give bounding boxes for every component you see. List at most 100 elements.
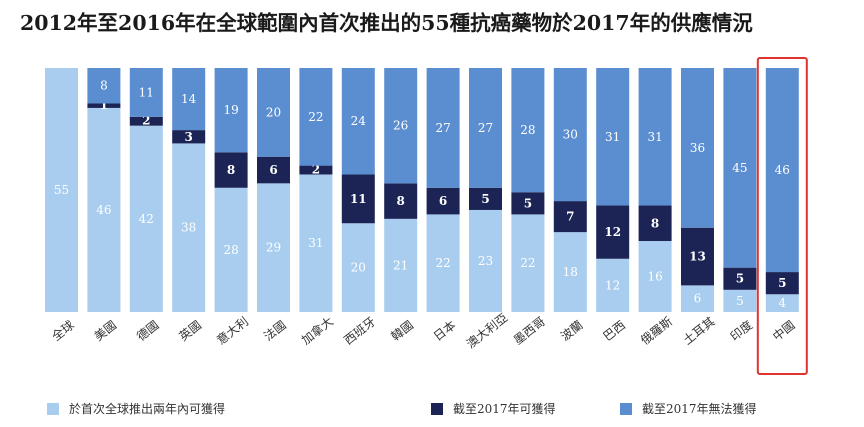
bar-segment <box>596 205 630 259</box>
data-label: 36 <box>690 141 705 155</box>
data-label: 6 <box>439 194 447 208</box>
bar-segment <box>299 174 333 312</box>
data-label: 3 <box>185 130 193 144</box>
category-label: 韓國 <box>388 318 416 344</box>
bar-segment <box>638 68 672 206</box>
data-label: 42 <box>139 212 154 226</box>
bar-segment <box>299 68 333 166</box>
bar-segment <box>214 187 248 312</box>
data-label: 21 <box>393 258 408 272</box>
bar-segment <box>87 68 121 104</box>
bar-segment <box>638 241 672 312</box>
bar-segment <box>638 205 672 242</box>
bar-segment <box>511 192 545 215</box>
bar-segment <box>596 258 630 312</box>
data-label: 29 <box>266 241 281 255</box>
data-label: 28 <box>520 123 535 137</box>
data-label: 5 <box>778 276 786 290</box>
category-label: 英國 <box>176 318 204 344</box>
data-label: 46 <box>775 163 790 177</box>
bar-segment <box>511 68 545 193</box>
category-label: 日本 <box>431 318 459 344</box>
data-label: 8 <box>227 163 235 177</box>
data-label: 5 <box>481 192 489 206</box>
bar-segment <box>214 152 248 188</box>
bar-segment <box>341 223 375 312</box>
data-label: 16 <box>647 270 662 284</box>
bar-segment <box>214 68 248 153</box>
bar-segment <box>172 143 206 312</box>
bar-segment <box>129 125 163 312</box>
data-label: 11 <box>350 192 367 206</box>
data-label: 22 <box>435 256 450 270</box>
category-label: 加拿大 <box>298 313 336 347</box>
category-label: 墨西哥 <box>511 314 548 347</box>
data-label: 31 <box>647 130 662 144</box>
bar-segment <box>426 68 460 188</box>
bar-segment <box>426 214 460 312</box>
bar-segment <box>553 68 587 202</box>
bar-segment <box>553 232 587 312</box>
category-label: 意大利 <box>214 313 252 347</box>
data-label: 30 <box>563 128 578 142</box>
bar-segment <box>87 107 121 312</box>
category-label: 中國 <box>769 317 797 344</box>
data-label: 5 <box>524 196 532 210</box>
data-label: 23 <box>478 254 493 268</box>
data-label: 6 <box>269 163 277 177</box>
data-label: 46 <box>96 203 111 217</box>
bar-segment <box>129 68 163 117</box>
data-label: 28 <box>223 243 238 257</box>
category-label: 俄羅斯 <box>638 314 675 347</box>
data-label: 55 <box>54 183 69 197</box>
data-label: 12 <box>604 225 621 239</box>
bar-segment <box>723 68 757 268</box>
bar-segment <box>469 187 502 210</box>
data-label: 1 <box>100 98 108 112</box>
bar-segment <box>129 116 163 126</box>
bar-segment <box>681 68 714 228</box>
bar-segment <box>172 130 206 144</box>
data-label: 20 <box>266 105 281 119</box>
category-label: 西班牙 <box>341 314 378 347</box>
bar-segment <box>299 165 333 175</box>
data-label: 22 <box>308 110 323 124</box>
data-label: 45 <box>732 161 747 175</box>
data-label: 8 <box>100 79 108 93</box>
category-label: 澳大利亞 <box>464 311 510 352</box>
data-label: 19 <box>223 103 238 117</box>
bar-segment <box>723 267 757 290</box>
bar-segment <box>257 68 290 157</box>
data-label: 27 <box>435 121 450 135</box>
category-label: 德國 <box>133 317 161 344</box>
data-label: 31 <box>605 130 620 144</box>
data-label: 4 <box>778 296 786 310</box>
bar-segment <box>596 68 630 206</box>
data-label: 31 <box>308 236 323 250</box>
data-label: 12 <box>605 278 620 292</box>
bar-segment <box>172 68 206 131</box>
data-label: 22 <box>520 256 535 270</box>
category-label: 土耳其 <box>681 314 718 347</box>
bar-segment <box>341 174 375 224</box>
bar-segment <box>426 187 460 215</box>
bar-segment <box>681 227 714 286</box>
bar-segment <box>257 183 290 312</box>
bar-segment <box>511 214 545 312</box>
bar-segment <box>723 289 757 312</box>
bar-segment <box>45 68 78 312</box>
bar-segment <box>469 209 502 312</box>
bar-segment <box>257 156 290 184</box>
bar-segment <box>765 272 799 295</box>
chart-title: 2012年至2016年在全球範圍內首次推出的55種抗癌藥物於2017年的供應情況 <box>20 11 753 35</box>
data-label: 24 <box>351 114 367 128</box>
bar-segment <box>384 218 418 312</box>
bar-segment <box>384 183 418 219</box>
category-label: 法國 <box>261 318 289 344</box>
data-label: 14 <box>181 92 197 106</box>
bar-segment <box>765 294 799 312</box>
data-label: 18 <box>563 265 578 279</box>
data-label: 6 <box>694 292 702 306</box>
data-label: 8 <box>397 194 405 208</box>
